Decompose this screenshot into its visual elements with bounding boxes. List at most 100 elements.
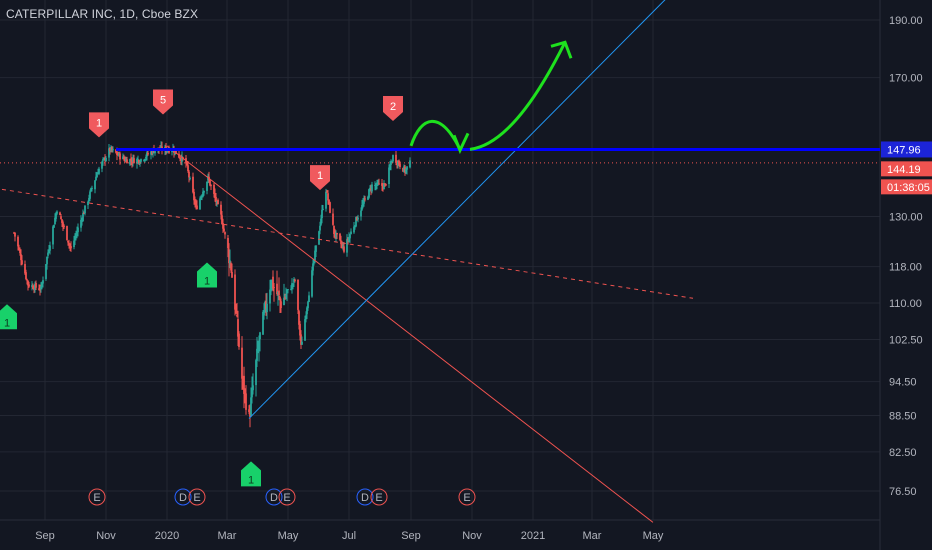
candle-body	[406, 166, 408, 170]
candle-body	[32, 285, 34, 289]
candle-body	[405, 168, 407, 173]
candle-body	[116, 151, 118, 156]
sell-signal-marker: 1	[89, 112, 109, 138]
candle-body	[17, 236, 19, 247]
candle-body	[370, 188, 372, 191]
candle-body	[103, 157, 105, 160]
candle-body	[94, 180, 96, 190]
candle-body	[245, 393, 247, 410]
candle-body	[203, 190, 205, 193]
candle-body	[402, 167, 404, 172]
candle-body	[244, 390, 246, 393]
candle-body	[384, 183, 386, 185]
candle-body	[160, 146, 162, 150]
candle-body	[102, 159, 104, 161]
candle-body	[258, 342, 260, 348]
candle-body	[196, 205, 198, 210]
buy-signal-marker: 1	[241, 461, 261, 487]
candle-body	[399, 163, 401, 168]
price-axis: 190.00 170.00 130.00 118.00 110.00 102.50 94.5…	[889, 15, 923, 498]
candle-body	[290, 288, 292, 290]
candle-body	[171, 151, 173, 153]
candle-body	[216, 201, 218, 204]
time-tick-label: May	[278, 530, 299, 542]
candle-body	[307, 301, 309, 309]
candle-body	[242, 377, 244, 380]
candle-body	[364, 198, 366, 200]
candle-body	[252, 385, 254, 391]
candle-body	[189, 178, 191, 180]
candle-body	[306, 307, 308, 315]
candle-body	[60, 216, 62, 220]
marker-shape	[310, 165, 330, 191]
earnings-event-badge: E	[370, 488, 388, 506]
time-tick-label: Mar	[218, 530, 237, 542]
resistance-price-tag: 147.96	[881, 141, 932, 158]
candle-body	[278, 290, 280, 296]
candle-body	[119, 153, 121, 160]
candle-body	[187, 165, 189, 172]
event-circle	[458, 488, 476, 506]
candle-body	[269, 289, 271, 304]
candle-body	[147, 153, 149, 155]
candle-body	[115, 149, 117, 153]
candle-body	[277, 292, 279, 294]
candle-body	[206, 181, 208, 191]
candle-body	[74, 237, 76, 241]
candle-body	[84, 205, 86, 214]
marker-shape	[153, 89, 173, 115]
candle-body	[130, 158, 132, 161]
candle-body	[273, 286, 275, 288]
candle-body	[360, 210, 362, 217]
marker-shape	[383, 95, 403, 121]
marker-label: 1	[4, 317, 10, 329]
candle-body	[332, 213, 334, 225]
candle-body	[299, 323, 301, 336]
candle-body	[322, 208, 324, 210]
candle-body	[90, 188, 92, 192]
candle-body	[255, 360, 257, 386]
candle-body	[45, 264, 47, 279]
candle-body	[276, 283, 278, 295]
candle-body	[150, 151, 152, 155]
price-tick-label: 88.50	[889, 411, 917, 423]
marker-label: 1	[248, 474, 254, 486]
marker-shape	[241, 461, 261, 487]
candle-body	[257, 346, 259, 351]
candle-body	[374, 185, 376, 187]
candle-body	[199, 198, 201, 210]
candle-body	[217, 199, 219, 205]
candle-body	[238, 333, 240, 348]
candle-body	[349, 234, 351, 239]
candle-body	[69, 243, 71, 247]
candle-body	[131, 161, 133, 163]
candle-body	[371, 184, 373, 192]
candle-body	[235, 306, 237, 312]
candle-body	[68, 242, 70, 244]
countdown-tag-bg	[881, 179, 932, 195]
candle-body	[354, 225, 356, 227]
candle-body	[251, 387, 253, 398]
candle-body	[144, 158, 146, 161]
candle-body	[271, 280, 273, 288]
candle-body	[263, 310, 265, 316]
candle-body	[395, 154, 397, 163]
candle-body	[368, 189, 370, 198]
candle-body	[397, 161, 399, 166]
candle-body	[229, 260, 231, 264]
candle-body	[34, 283, 36, 291]
candle-body	[343, 246, 345, 252]
time-tick-label: 2021	[521, 530, 545, 542]
candle-body	[291, 283, 293, 289]
candle-body	[284, 297, 286, 299]
candle-body	[56, 211, 58, 214]
candle-body	[215, 196, 217, 203]
candle-body	[319, 225, 321, 231]
candle-body	[241, 347, 243, 379]
candle-body	[61, 219, 63, 223]
candle-body	[201, 195, 203, 198]
candle-body	[287, 289, 289, 291]
candle-body	[82, 213, 84, 222]
time-tick-label: 2020	[155, 530, 179, 542]
